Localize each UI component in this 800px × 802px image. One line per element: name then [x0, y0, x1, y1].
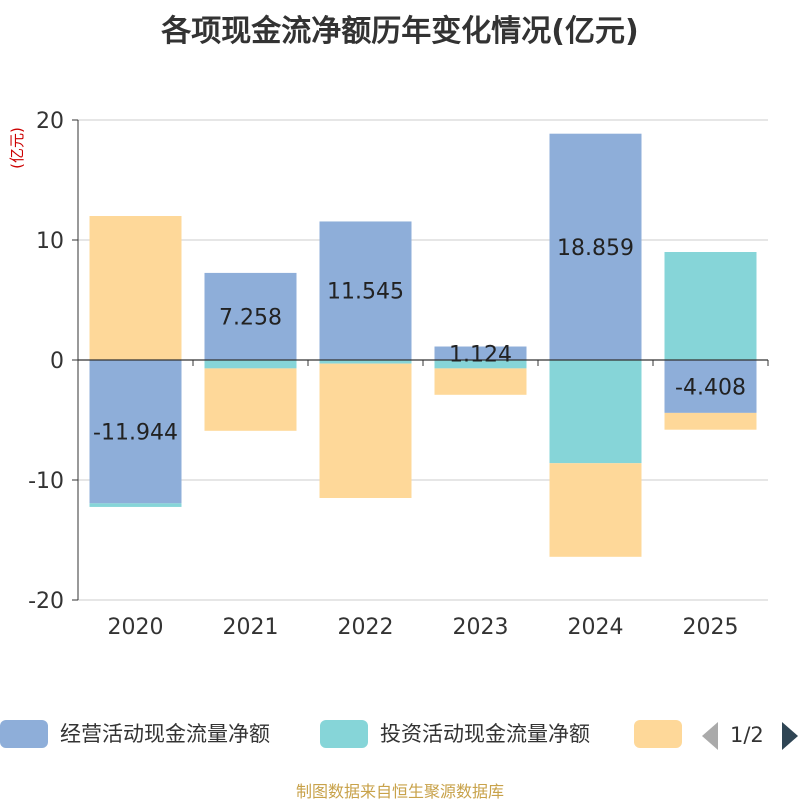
bar-operating-2021[interactable]: [204, 272, 297, 360]
legend-label-investing: 投资活动现金流量净额: [380, 722, 590, 746]
bar-third-2020[interactable]: [89, 216, 182, 360]
y-tick-label: -10: [28, 469, 64, 494]
x-tick-label: 2022: [338, 615, 394, 640]
legend: 经营活动现金流量净额 投资活动现金流量净额: [0, 716, 800, 756]
data-label-operating-2021: 7.258: [219, 305, 282, 330]
y-tick-label: -20: [28, 589, 64, 614]
bar-third-2022[interactable]: [319, 363, 412, 498]
pager-page-indicator: 1/2: [730, 723, 764, 747]
legend-swatch-operating: [0, 720, 48, 748]
x-tick-label: 2020: [108, 615, 164, 640]
y-tick-label: 0: [50, 349, 64, 374]
data-label-operating-2020: -11.944: [93, 421, 178, 446]
bar-operating-2023[interactable]: [434, 346, 527, 360]
source-note: 制图数据来自恒生聚源数据库: [295, 782, 504, 801]
bar-operating-2025[interactable]: [664, 360, 757, 413]
pager-prev-icon[interactable]: [702, 722, 718, 750]
data-label-operating-2025: -4.408: [675, 375, 746, 400]
bar-investing-2020[interactable]: [89, 503, 182, 507]
legend-swatch-investing: [320, 720, 368, 748]
chart-title: 各项现金流净额历年变化情况(亿元): [161, 14, 639, 49]
y-tick-label: 20: [36, 109, 64, 134]
y-axis-unit-label: (亿元): [8, 127, 26, 169]
bar-investing-2025[interactable]: [664, 252, 757, 360]
bar-operating-2022[interactable]: [319, 221, 412, 360]
bar-third-2024[interactable]: [549, 463, 642, 557]
y-tick-label: 10: [36, 229, 64, 254]
x-tick-label: 2023: [453, 615, 509, 640]
bar-third-2025[interactable]: [664, 412, 757, 430]
bar-operating-2024[interactable]: [549, 133, 642, 360]
bar-third-2023[interactable]: [434, 368, 527, 395]
bar-investing-2022[interactable]: [319, 360, 412, 364]
x-tick-label: 2024: [568, 615, 624, 640]
bar-third-2021[interactable]: [204, 368, 297, 431]
bar-investing-2024[interactable]: [549, 360, 642, 464]
x-tick-label: 2025: [683, 615, 739, 640]
legend-swatch-third: [634, 720, 682, 748]
data-label-operating-2022: 11.545: [327, 280, 404, 305]
bar-investing-2023[interactable]: [434, 360, 527, 369]
bar-operating-2020[interactable]: [89, 360, 182, 504]
legend-label-operating: 经营活动现金流量净额: [60, 722, 270, 746]
data-label-operating-2024: 18.859: [557, 236, 634, 261]
bar-investing-2021[interactable]: [204, 360, 297, 369]
legend-pager: 1/2: [700, 720, 800, 752]
x-tick-label: 2021: [223, 615, 279, 640]
data-label-operating-2023: 1.124: [449, 342, 512, 367]
pager-next-icon[interactable]: [782, 722, 798, 750]
